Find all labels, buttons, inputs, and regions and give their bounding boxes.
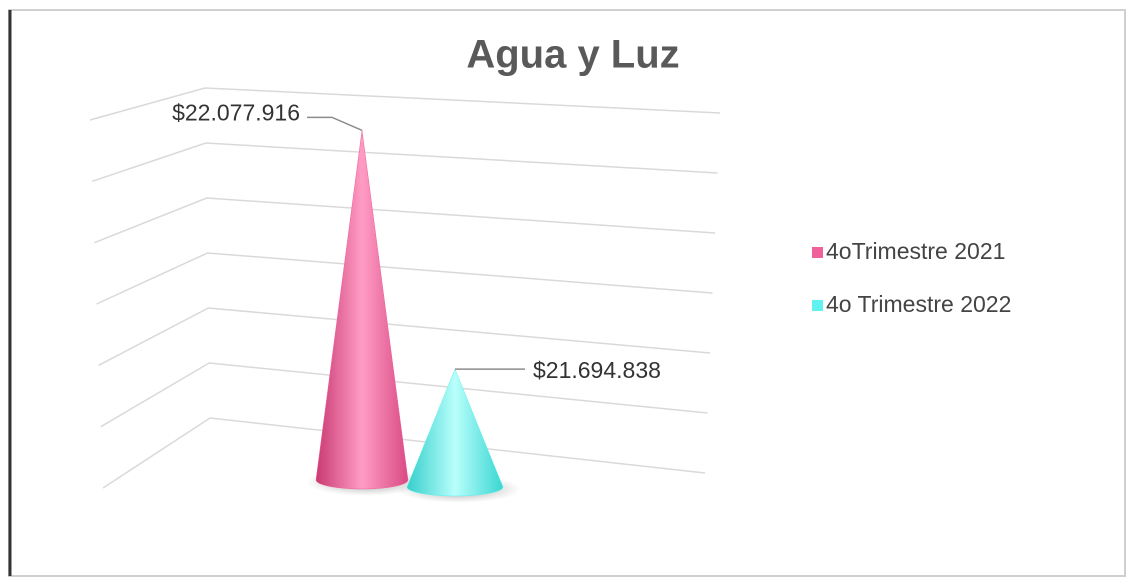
data-label: $22.077.916 — [172, 99, 300, 125]
legend-swatch — [812, 247, 823, 258]
grid-line — [89, 87, 721, 121]
legend-label: 4oTrimestre 2021 — [826, 238, 1005, 264]
chart-title: Agua y Luz — [466, 33, 679, 77]
grid-line — [96, 252, 713, 305]
grid-line — [94, 197, 716, 244]
leader-line — [307, 116, 363, 132]
grid-line — [100, 362, 708, 428]
legend-label: 4o Trimestre 2022 — [826, 291, 1011, 317]
legend-swatch — [812, 300, 823, 311]
cone — [406, 368, 504, 497]
grid-line — [102, 417, 706, 489]
frame — [8, 9, 1126, 577]
data-label: $21.694.838 — [533, 357, 661, 383]
grid-line — [91, 142, 718, 183]
grid-line — [98, 307, 711, 366]
